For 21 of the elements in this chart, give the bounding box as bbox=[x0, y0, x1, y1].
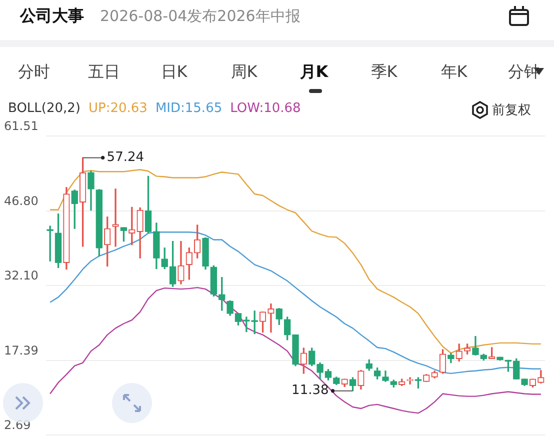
y-tick-label: 32.10 bbox=[4, 268, 38, 283]
chart-title: 公司大事 bbox=[20, 6, 84, 27]
y-tick-label: 17.39 bbox=[4, 343, 38, 358]
text: 前复权 bbox=[492, 102, 531, 119]
text: MID:15.65 bbox=[155, 101, 222, 116]
annotation: 11.38 bbox=[292, 383, 329, 398]
chart-subtitle: 2026-08-04发布2026年中报 bbox=[100, 7, 300, 26]
text: 周K bbox=[230, 62, 258, 83]
y-tick-label: 2.69 bbox=[4, 418, 31, 432]
y-tick-label: 46.80 bbox=[4, 194, 38, 208]
text: 月K bbox=[300, 62, 328, 83]
text: 季K bbox=[370, 62, 398, 83]
annotation: 57.24 bbox=[106, 150, 144, 166]
text: 五日 bbox=[88, 62, 120, 83]
text: LOW:10.68 bbox=[230, 101, 301, 116]
text: 年K bbox=[440, 62, 468, 83]
y-tick-label: 61.51 bbox=[4, 119, 38, 134]
text: 分时 bbox=[18, 62, 50, 83]
legend-title: BOLL(20,2) bbox=[8, 101, 80, 116]
text: 日K bbox=[160, 62, 188, 83]
text: UP:20.63 bbox=[88, 101, 148, 116]
